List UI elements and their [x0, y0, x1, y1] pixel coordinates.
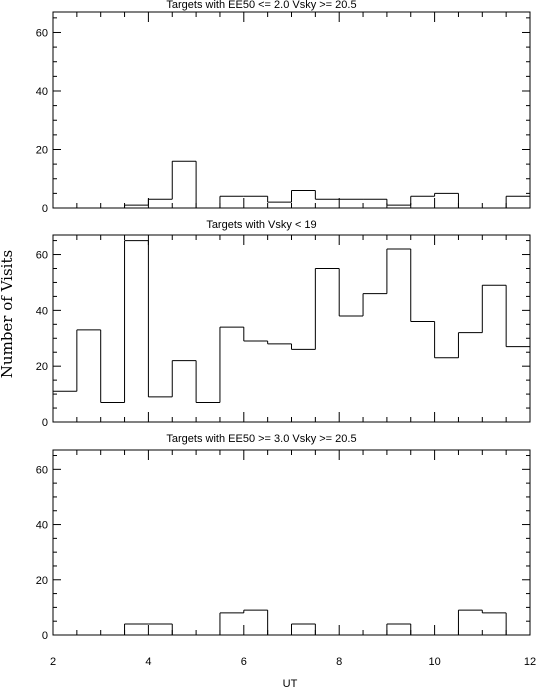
- y-axis-label: Number of Visits: [0, 250, 16, 378]
- histogram-panel-2: Targets with Vsky < 19 0 20 40 60: [36, 219, 531, 429]
- y-tick-label: 0: [42, 203, 48, 215]
- panel-title: Targets with Vsky < 19: [206, 219, 316, 231]
- y-tick-label: 20: [36, 575, 48, 587]
- plot-frame: [52, 11, 531, 209]
- y-tick-label: 60: [36, 464, 48, 476]
- y-tick-label: 40: [36, 520, 48, 532]
- y-tick-label: 20: [36, 144, 48, 156]
- x-tick-label: 6: [241, 656, 247, 668]
- y-tick-label: 0: [42, 630, 48, 642]
- x-axis-label: UT: [283, 678, 298, 688]
- x-tick-label: 8: [336, 656, 342, 668]
- panel-title: Targets with EE50 <= 2.0 Vsky >= 20.5: [166, 0, 356, 11]
- x-tick-label: 4: [145, 656, 151, 668]
- y-tick-label: 40: [36, 86, 48, 98]
- x-tick-label: 10: [428, 656, 440, 668]
- y-tick-label: 40: [36, 305, 48, 317]
- y-tick-label: 60: [36, 250, 48, 262]
- histogram-panels: Targets with EE50 <= 2.0 Vsky >= 20.5020…: [36, 0, 536, 668]
- y-tick-label: 20: [36, 361, 48, 373]
- plot-frame: [52, 449, 531, 636]
- y-tick-label: 60: [36, 27, 48, 39]
- x-tick-label: 2: [50, 656, 56, 668]
- panel-title: Targets with EE50 >= 3.0 Vsky >= 20.5: [166, 433, 356, 445]
- histogram-panel-1: Targets with EE50 <= 2.0 Vsky >= 20.5 0 20…: [36, 0, 531, 215]
- x-tick-label: 12: [524, 656, 536, 668]
- histogram-panel-3: Targets with EE50 >= 3.0 Vsky >= 20.5 0 20…: [36, 433, 536, 668]
- y-tick-label: 0: [42, 417, 48, 429]
